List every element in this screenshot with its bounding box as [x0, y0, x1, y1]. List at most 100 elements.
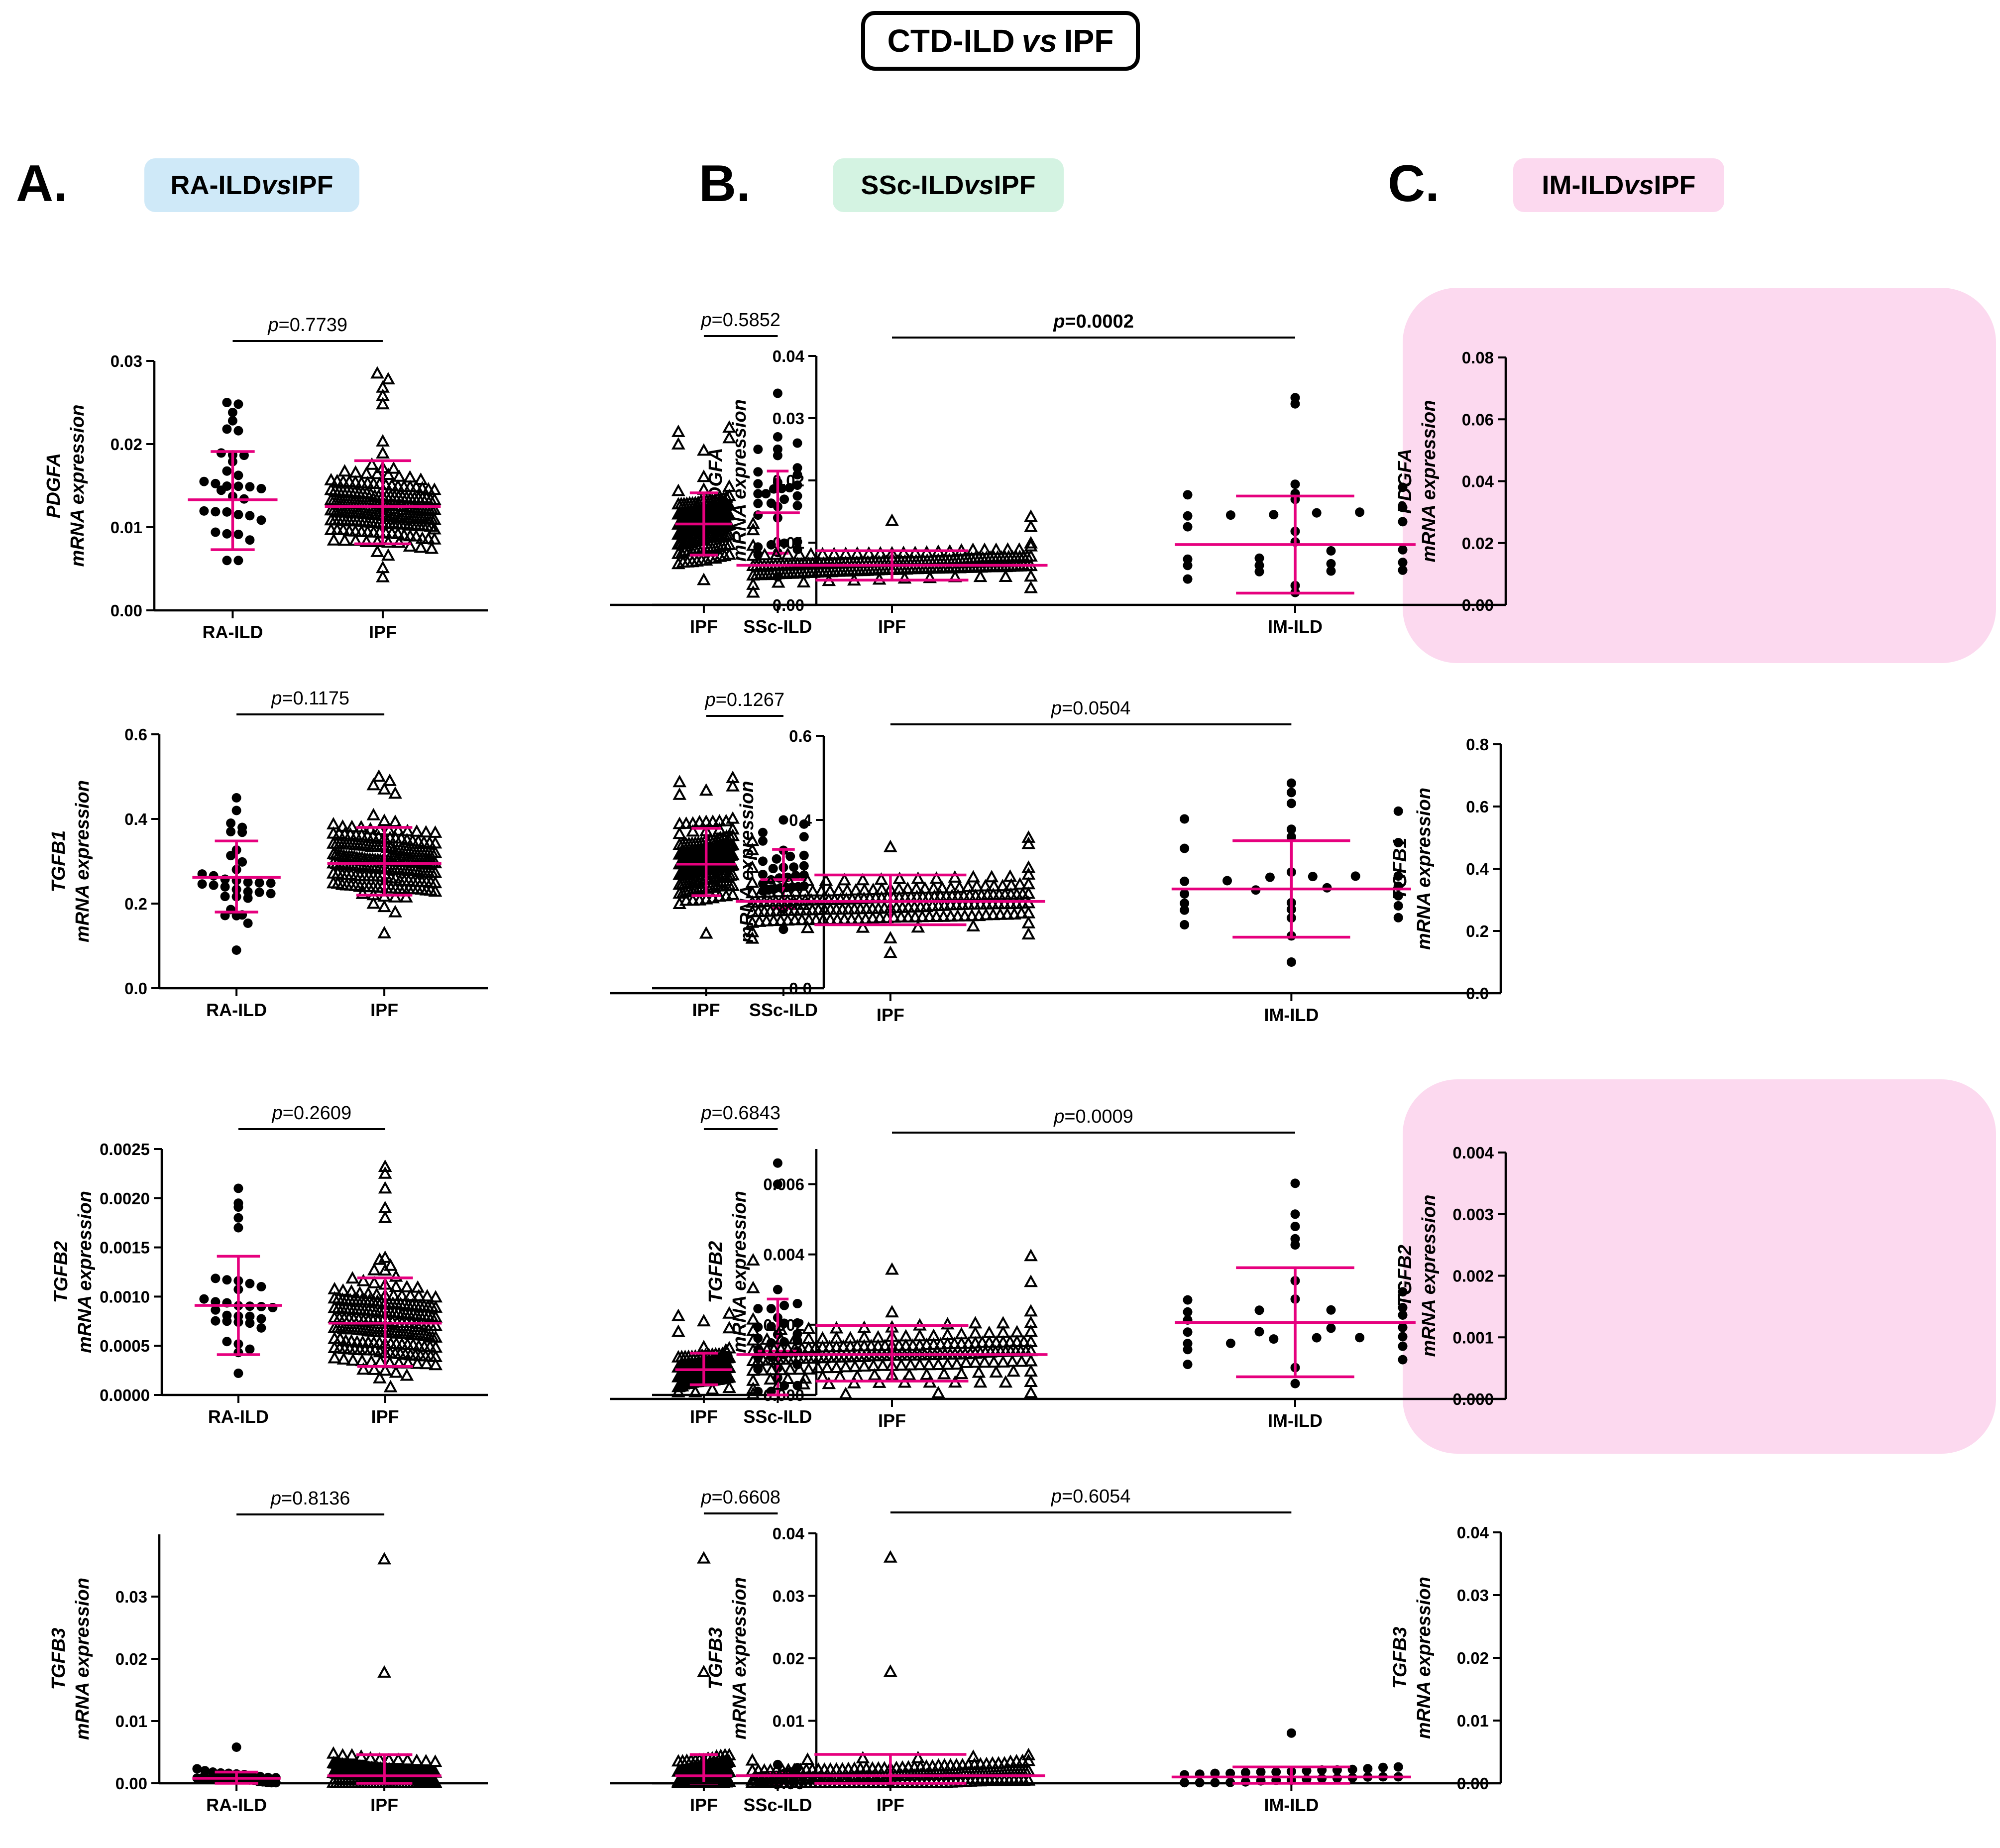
column-letter-c: C. [1388, 155, 1440, 213]
col-c-text-a: IM-ILD [1542, 170, 1624, 200]
data-point-ipf [376, 570, 390, 582]
data-point-ipf [954, 1336, 969, 1349]
chart-c1: 0.00 0.02 0.04 0.06 0.08 PDGFA mRNA expression… [610, 311, 1507, 637]
data-point-ipf [688, 883, 702, 896]
data-point-ipf [819, 873, 833, 886]
data-point-im-ild [1180, 920, 1190, 929]
data-point-ipf [839, 1360, 853, 1373]
data-point-ipf [376, 434, 390, 447]
data-point-ipf [428, 1754, 443, 1767]
data-point-im-ild [1269, 1334, 1279, 1344]
x-tick-label: SSc-ILD [743, 1406, 812, 1427]
data-point-ipf [837, 873, 852, 886]
data-point-im-ild [1254, 553, 1264, 563]
data-point-ipf [883, 945, 897, 958]
data-point-ipf [383, 1258, 398, 1271]
data-point-im-ild [1398, 545, 1408, 555]
p-value-label: p=0.5852 [700, 310, 780, 331]
data-point-ipf [419, 1753, 433, 1766]
data-point-ipf [697, 1340, 711, 1353]
data-point-ra-ild [231, 793, 241, 803]
data-point-im-ild [1398, 482, 1408, 492]
data-point-ipf [671, 1308, 685, 1321]
data-point-ra-ild [245, 482, 255, 492]
data-point-ra-ild [256, 515, 266, 525]
data-point-ipf [906, 1338, 920, 1351]
data-point-ipf [811, 1361, 825, 1374]
data-point-ipf [771, 1377, 785, 1390]
data-point-ra-ild [211, 507, 221, 517]
data-point-ipf [993, 907, 1007, 920]
data-point-ipf [900, 881, 915, 894]
data-point-im-ild [1254, 1327, 1264, 1337]
data-point-ipf [822, 1377, 836, 1389]
data-point-ipf [391, 823, 405, 836]
column-letter-b: B. [699, 155, 751, 213]
data-point-ipf [752, 914, 767, 927]
data-point-ipf [722, 1306, 736, 1319]
data-point-ipf [388, 890, 402, 903]
data-point-ipf [386, 461, 401, 474]
data-point-ra-ild [233, 1202, 243, 1212]
data-point-ipf [378, 1210, 392, 1223]
data-point-ipf [726, 779, 740, 792]
data-point-im-ild [1254, 567, 1264, 577]
data-point-ipf [982, 1335, 997, 1348]
data-point-ipf [951, 909, 965, 922]
data-point-ipf [1024, 536, 1038, 549]
data-point-ssc-ild [758, 870, 768, 879]
data-point-ipf [978, 1355, 992, 1368]
data-point-ipf [787, 1341, 802, 1354]
data-point-ipf [697, 1314, 711, 1327]
y-tick-label: 0.02 [773, 1649, 804, 1668]
data-point-ipf [372, 1252, 387, 1265]
data-point-im-ild [1286, 957, 1296, 967]
data-point-ra-ild [209, 880, 219, 890]
data-point-ipf [765, 1363, 779, 1376]
data-point-ssc-ild [799, 832, 809, 842]
data-point-im-ild [1393, 838, 1403, 847]
data-point-ipf [885, 513, 899, 526]
data-point-ssc-ild [753, 479, 763, 489]
data-point-ra-ild [233, 481, 243, 491]
data-point-ra-ild [233, 510, 243, 520]
p-value-prefix: p [271, 688, 282, 709]
data-point-ssc-ild [769, 484, 778, 494]
x-tick-label: IPF [878, 616, 906, 637]
data-point-ra-ild [266, 889, 276, 899]
data-point-ipf [774, 1363, 788, 1376]
data-point-ra-ild [192, 1764, 202, 1774]
data-point-ipf [746, 585, 760, 598]
data-point-ra-ild [222, 1337, 232, 1347]
data-point-ipf [796, 575, 811, 587]
y-tick-label: 0.04 [1462, 472, 1494, 491]
data-point-ipf [746, 1382, 760, 1394]
y-tick-label: 0.6 [1466, 798, 1489, 816]
data-point-im-ild [1290, 1178, 1300, 1188]
y-axis-label-suffix: mRNA expression [729, 1191, 750, 1353]
y-tick-label: 0.0005 [100, 1337, 150, 1355]
data-point-ssc-ild [791, 871, 801, 881]
data-point-ipf [975, 1335, 990, 1348]
data-point-ipf [745, 931, 760, 944]
data-point-ssc-ild [773, 432, 782, 442]
data-point-ra-ild [231, 945, 241, 955]
data-point-im-ild [1265, 872, 1275, 882]
data-point-ipf [389, 1279, 403, 1292]
data-point-im-ild [1398, 1332, 1408, 1342]
data-point-ipf [679, 893, 693, 906]
data-point-ra-ild [243, 877, 253, 887]
data-point-im-ild [1398, 1322, 1408, 1332]
data-point-ipf [377, 925, 391, 938]
chart-a3: 0.0000 0.0005 0.0010 0.0015 0.0020 0.0025 TGFB… [51, 1103, 488, 1427]
y-tick-label: 0.01 [773, 1712, 804, 1731]
data-point-ipf [377, 900, 391, 913]
data-point-ipf [866, 882, 881, 895]
y-tick-label: 0.006 [763, 1175, 804, 1194]
col-b-text-a: SSc-ILD [861, 170, 964, 200]
data-point-ipf [706, 814, 720, 827]
data-point-ipf [388, 786, 402, 799]
data-point-ipf [378, 1263, 392, 1276]
y-tick-label: 0.00 [1462, 596, 1494, 614]
